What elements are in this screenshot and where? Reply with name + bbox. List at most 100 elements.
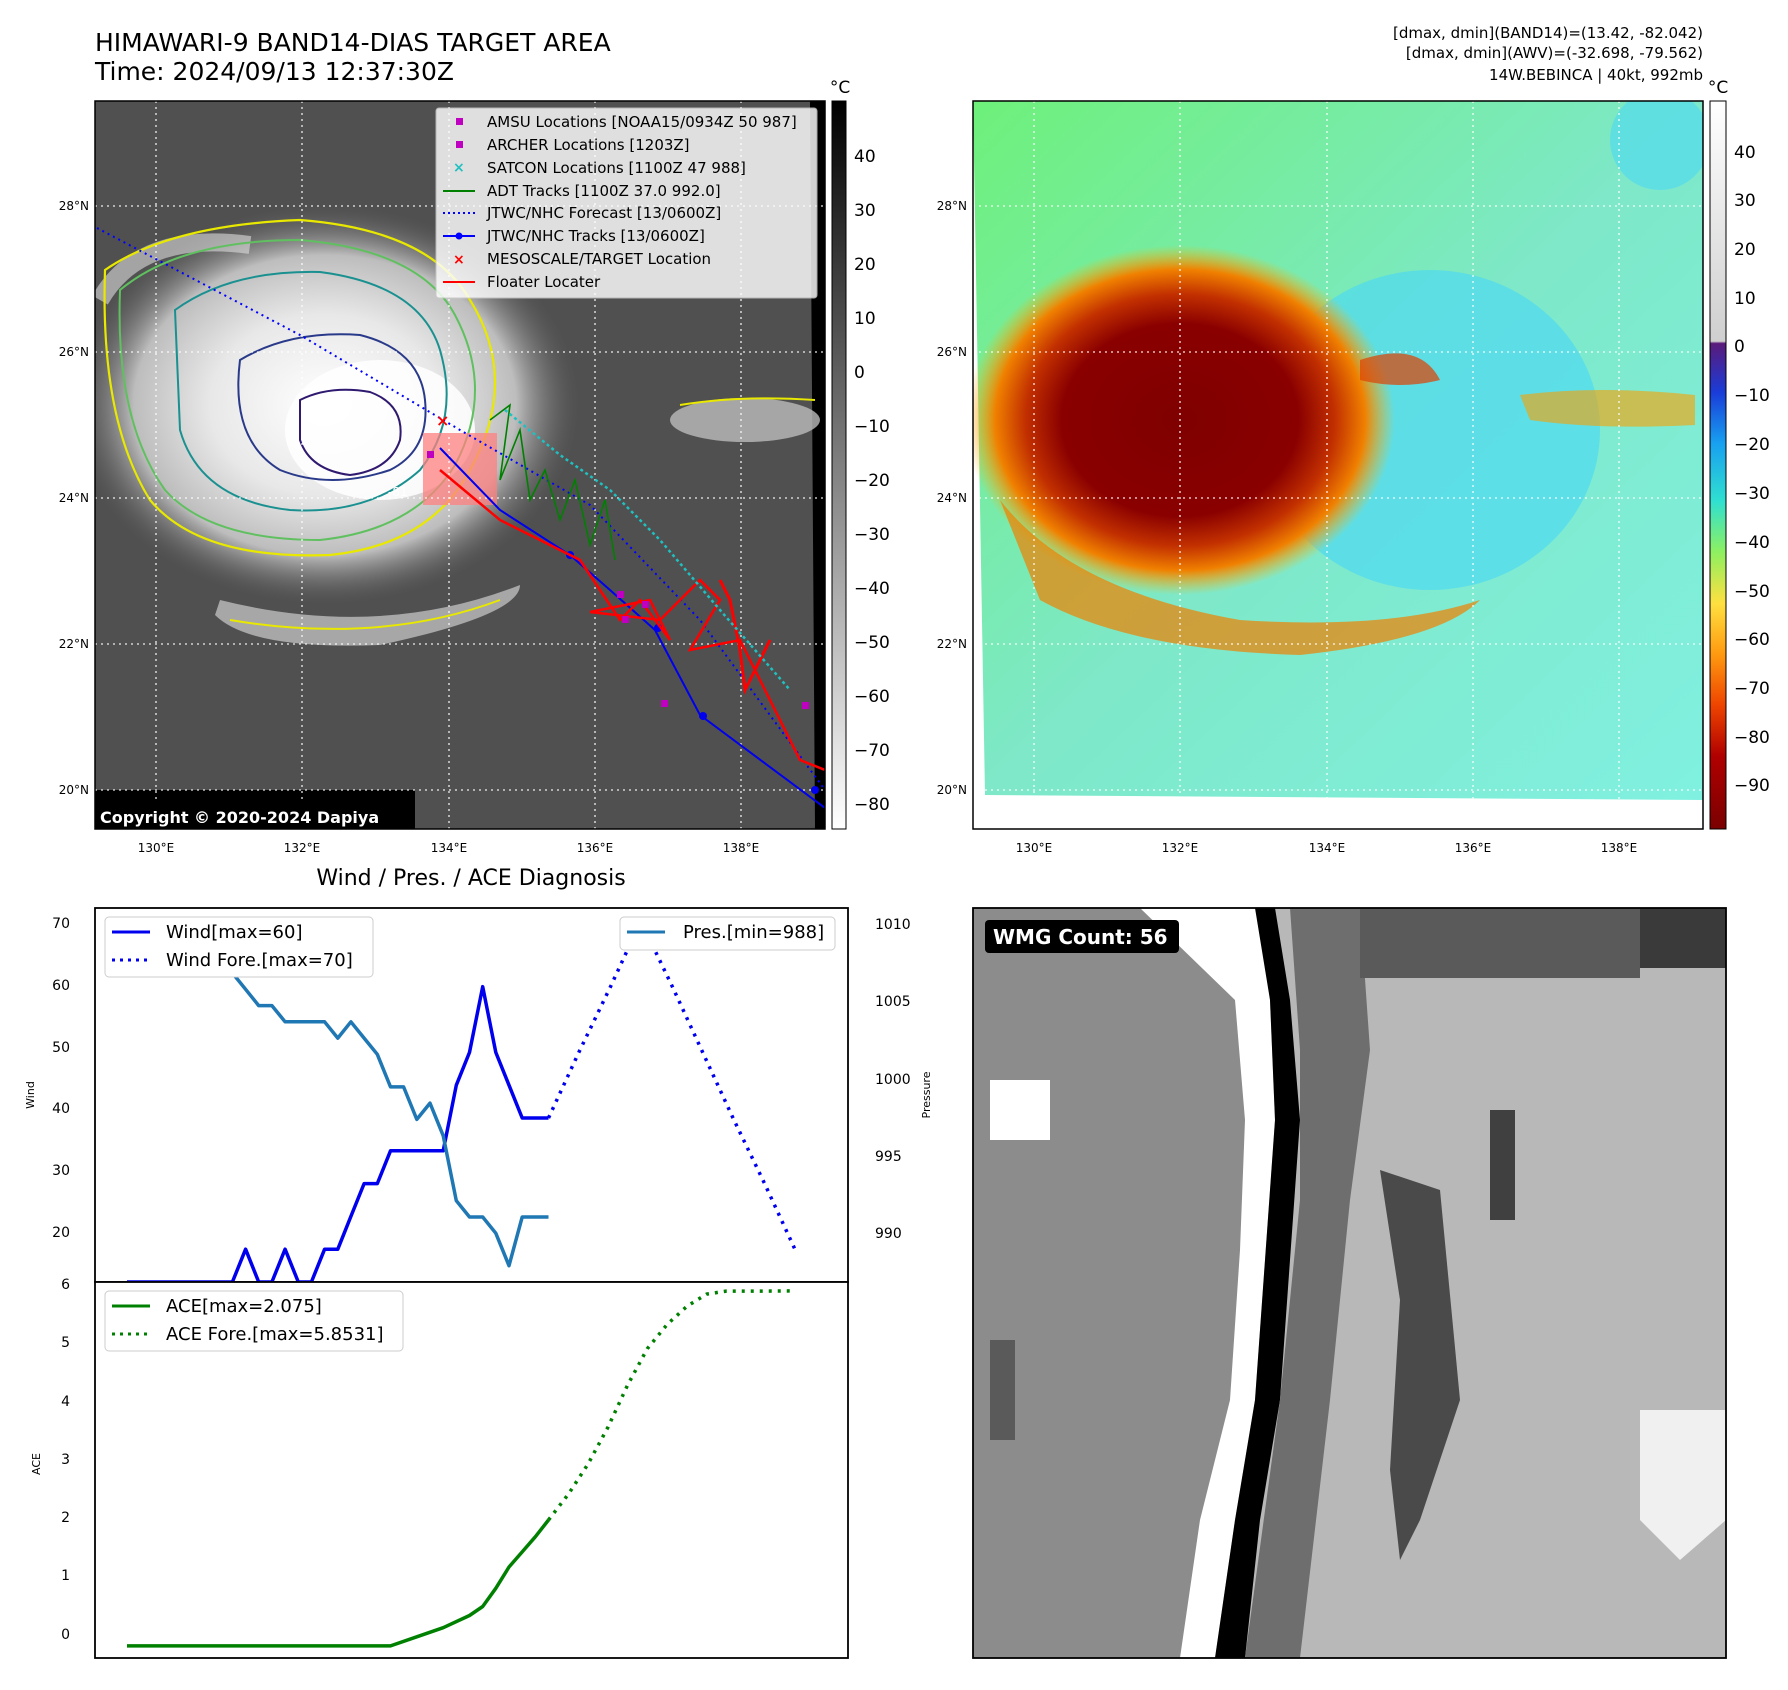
wmg-dark-left (990, 1340, 1015, 1440)
svg-text:−70: −70 (854, 741, 890, 761)
svg-text:138°E: 138°E (1601, 841, 1638, 855)
contour-teal (173, 270, 448, 512)
svg-text:22°N: 22°N (59, 637, 89, 651)
svg-text:134°E: 134°E (431, 841, 468, 855)
awv-lon-ticks: 130°E 132°E 134°E 136°E 138°E (1016, 841, 1638, 855)
archer-amsu-markers (427, 451, 809, 709)
wmg-count-label: WMG Count: 56 (993, 925, 1168, 949)
legend-amsu: AMSU Locations [NOAA15/0934Z 50 987] (487, 113, 797, 131)
svg-text:132°E: 132°E (284, 841, 321, 855)
svg-text:1000: 1000 (875, 1072, 911, 1088)
wmg-dark-spot (1490, 1110, 1515, 1220)
svg-text:−80: −80 (1734, 728, 1770, 748)
svg-text:28°N: 28°N (59, 199, 89, 213)
svg-text:0: 0 (1734, 337, 1745, 357)
svg-text:−60: −60 (1734, 630, 1770, 650)
svg-text:26°N: 26°N (937, 345, 967, 359)
legend-jtwc-tracks: JTWC/NHC Tracks [13/0600Z] (486, 227, 705, 245)
svg-text:138°E: 138°E (723, 841, 760, 855)
wmg-dark-streak (1380, 1170, 1460, 1560)
wind-legend-box (104, 916, 374, 978)
svg-text:60: 60 (52, 978, 70, 994)
wind-axis-label: Wind (24, 1081, 37, 1109)
svg-text:990: 990 (875, 1226, 902, 1242)
legend-satcon: SATCON Locations [1100Z 47 988] (487, 159, 746, 177)
svg-text:6: 6 (61, 1277, 70, 1293)
svg-text:0: 0 (854, 363, 865, 383)
svg-text:−40: −40 (1734, 533, 1770, 553)
legend-floater: Floater Locater (487, 273, 601, 291)
legend-adt: ADT Tracks [1100Z 37.0 992.0] (487, 182, 721, 200)
svg-text:30: 30 (854, 201, 876, 221)
svg-text:22°N: 22°N (937, 637, 967, 651)
target-location-marker: × (436, 411, 449, 430)
svg-text:1005: 1005 (875, 994, 911, 1010)
ir-cloud-east (670, 398, 820, 442)
legend-jtwc-forecast: JTWC/NHC Forecast [13/0600Z] (486, 204, 721, 222)
contour-band-yellow (229, 599, 501, 630)
contour-purple (299, 388, 402, 477)
awv-colorbar-ramp (1709, 100, 1727, 830)
ir-colorbar-unit: °C (830, 78, 850, 98)
series-line-wind-fore- (546, 919, 797, 1250)
wmg-white-left (990, 1080, 1050, 1140)
svg-text:−70: −70 (1734, 679, 1770, 699)
ir-colorbar-ramp (831, 100, 847, 830)
svg-text:2: 2 (61, 1510, 70, 1526)
svg-text:136°E: 136°E (577, 841, 614, 855)
svg-text:134°E: 134°E (1309, 841, 1346, 855)
svg-text:30: 30 (52, 1163, 70, 1179)
contour-navy (237, 333, 427, 481)
svg-text:−80: −80 (854, 795, 890, 815)
awv-lat-ticks: 28°N 26°N 24°N 22°N 20°N (937, 199, 967, 797)
svg-text:26°N: 26°N (59, 345, 89, 359)
contour-east-yellow (679, 397, 816, 406)
wind-legend-label: Wind[max=60] (166, 922, 303, 943)
map-legend-box (435, 107, 818, 299)
svg-text:−60: −60 (854, 687, 890, 707)
svg-text:20°N: 20°N (59, 783, 89, 797)
svg-text:1: 1 (61, 1568, 70, 1584)
awv-map-panel: 130°E 132°E 134°E 136°E 138°E 28°N 26°N … (937, 100, 1704, 855)
svg-text:28°N: 28°N (937, 199, 967, 213)
awv-colorbar-ticks: 40 30 20 10 0 −10 −20 −30 −40 −50 −60 −7… (1734, 143, 1770, 796)
ir-colorbar-ticks: 40 30 20 10 0 −10 −20 −30 −40 −50 −60 −7… (854, 147, 890, 815)
svg-text:1010: 1010 (875, 917, 911, 933)
awv-outflow (1360, 353, 1440, 385)
copyright-box (95, 802, 403, 829)
svg-text:×: × (453, 252, 465, 268)
pres-legend-label: Pres.[min=988] (683, 922, 824, 943)
svg-text:40: 40 (854, 147, 876, 167)
svg-text:24°N: 24°N (937, 491, 967, 505)
wmg-frame (972, 907, 1727, 1659)
wmg-bright-patch (1640, 1410, 1726, 1560)
diagnosis-title: Wind / Pres. / ACE Diagnosis (316, 866, 625, 891)
figure-time: Time: 2024/09/13 12:37:30Z (94, 57, 454, 86)
awv-gridlines (973, 101, 1703, 829)
svg-text:−50: −50 (854, 633, 890, 653)
wmg-dark-gray-band (1245, 908, 1370, 1658)
adt-track-line (489, 403, 616, 561)
awv-colorbar: °C 40 30 20 10 0 −10 −20 −30 −40 −50 −60… (1708, 78, 1770, 830)
floater-locater-line (439, 469, 825, 772)
svg-text:20: 20 (1734, 240, 1756, 260)
series-line-ace (127, 1518, 550, 1648)
wind-yticks: 70 60 50 40 30 20 (52, 916, 70, 1241)
svg-text:3: 3 (61, 1452, 70, 1468)
svg-text:132°E: 132°E (1162, 841, 1199, 855)
svg-text:−20: −20 (1734, 435, 1770, 455)
wind-fore-legend-label: Wind Fore.[max=70] (166, 950, 353, 971)
svg-text:−50: −50 (1734, 582, 1770, 602)
svg-text:0: 0 (61, 1627, 70, 1643)
svg-text:20°N: 20°N (937, 783, 967, 797)
svg-text:−20: −20 (854, 471, 890, 491)
figure-title: HIMAWARI-9 BAND14-DIAS TARGET AREA (95, 28, 611, 57)
svg-text:−10: −10 (854, 417, 890, 437)
svg-text:20: 20 (854, 255, 876, 275)
legend-archer: ARCHER Locations [1203Z] (487, 136, 690, 154)
svg-text:−40: −40 (854, 579, 890, 599)
awv-moist-east (1520, 390, 1695, 427)
map-legend-markers: × × (443, 118, 475, 283)
svg-text:−30: −30 (854, 525, 890, 545)
svg-text:20: 20 (52, 1225, 70, 1241)
